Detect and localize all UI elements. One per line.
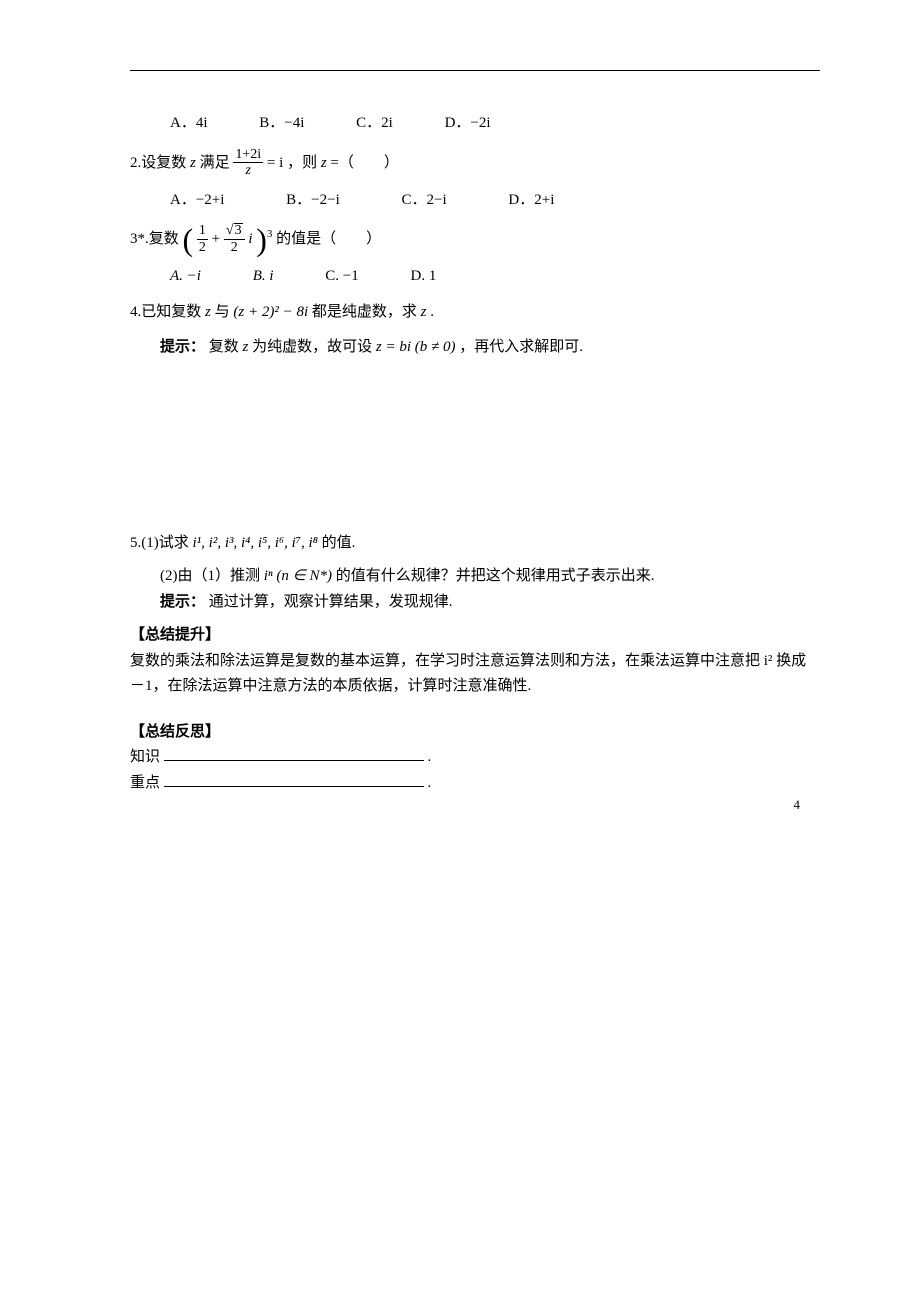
reflect-row1: 知识 . <box>130 745 820 771</box>
q3-f1-den: 2 <box>197 239 208 257</box>
q4-z1: z <box>205 304 211 320</box>
q3-choice-b: B. i <box>253 264 274 290</box>
top-divider <box>130 70 820 71</box>
q4-stem: 4.已知复数 z 与 (z + 2)² − 8i 都是纯虚数，求 z . <box>130 300 820 326</box>
q5-hint-label: 提示： <box>160 594 205 610</box>
q1-choice-d: D．−2i <box>445 111 491 137</box>
q5-prefix: 5.(1)试求 <box>130 535 189 551</box>
q2-var1: z <box>190 155 196 171</box>
q4-hint-t1: 复数 <box>209 339 239 355</box>
q2-choice-a: A．−2+i <box>170 188 224 214</box>
q2-eq: = i <box>267 155 283 171</box>
q3-suffix: 的值是（ ） <box>276 231 381 247</box>
q2-prefix: 2.设复数 <box>130 155 186 171</box>
q3-prefix: 3*.复数 <box>130 231 179 247</box>
q4-hint-t3: ，再代入求解即可. <box>459 339 583 355</box>
q3-f1-num: 1 <box>197 223 208 238</box>
q4-z2: z <box>421 304 427 320</box>
q2-suffix2: =（ ） <box>330 155 398 171</box>
q3-i: i <box>248 231 252 247</box>
q5-suffix1: 的值. <box>322 535 356 551</box>
q4-mid: 与 <box>215 304 230 320</box>
q2-mid: 满足 <box>200 155 230 171</box>
q4-hint-z: z <box>243 339 249 355</box>
q3-frac1: 1 2 <box>197 223 208 256</box>
q5-p2-suffix: 的值有什么规律？并把这个规律用式子表示出来. <box>336 568 655 584</box>
q5-powers: i¹, i², i³, i⁴, i⁵, i⁶, i⁷, i⁸ <box>193 535 318 551</box>
q2-choice-b: B．−2−i <box>286 188 340 214</box>
q2-choices: A．−2+i B．−2−i C．2−i D．2+i <box>130 188 820 214</box>
q3-f2-den: 2 <box>224 239 245 257</box>
reflect-title: 【总结反思】 <box>130 720 820 746</box>
q1-choices: A．4i B．−4i C．2i D．−2i <box>130 111 820 137</box>
q4-hint-label: 提示： <box>160 339 205 355</box>
q3-choices: A. −i B. i C. −1 D. 1 <box>130 264 820 290</box>
q4-hint: 提示： 复数 z 为纯虚数，故可设 z = bi (b ≠ 0) ，再代入求解即… <box>130 335 820 361</box>
q2-frac: 1+2i z <box>233 147 263 180</box>
q1-choice-a: A．4i <box>170 111 208 137</box>
q3-plus: + <box>212 231 224 247</box>
q3-rparen: ) <box>256 222 267 258</box>
q5-stem: 5.(1)试求 i¹, i², i³, i⁴, i⁵, i⁶, i⁷, i⁸ 的… <box>130 531 820 557</box>
q4-expr: (z + 2)² − 8i <box>233 304 308 320</box>
summary-body: 复数的乘法和除法运算是复数的基本运算，在学习时注意运算法则和方法，在乘法运算中注… <box>130 649 820 700</box>
reflect-row2: 重点 . <box>130 771 820 797</box>
q4-suffix: 都是纯虚数，求 <box>312 304 417 320</box>
reflect-period2: . <box>428 775 432 791</box>
reflect-row1-label: 知识 <box>130 749 160 765</box>
q3-choice-a: A. −i <box>170 264 201 290</box>
q5-part2: (2)由（1）推测 iⁿ (n ∈ N*) 的值有什么规律？并把这个规律用式子表… <box>130 564 820 590</box>
q4-hint-t2: 为纯虚数，故可设 <box>252 339 372 355</box>
q2-stem: 2.设复数 z 满足 1+2i z = i ，则 z =（ ） <box>130 147 820 180</box>
q5-expr2: iⁿ (n ∈ N*) <box>264 568 332 584</box>
q3-exp: 3 <box>267 228 273 240</box>
reflect-line1 <box>164 746 424 761</box>
q3-lparen: ( <box>183 222 194 258</box>
q1-choice-c: C．2i <box>356 111 393 137</box>
reflect-period1: . <box>428 749 432 765</box>
q4-hint-expr: z = bi (b ≠ 0) <box>376 339 456 355</box>
q2-suffix: ，则 <box>287 155 317 171</box>
q5-p2-prefix: (2)由（1）推测 <box>160 568 260 584</box>
q2-var2: z <box>321 155 327 171</box>
reflect-row2-label: 重点 <box>130 775 160 791</box>
q5-hint: 提示： 通过计算，观察计算结果，发现规律. <box>130 590 820 616</box>
q2-frac-num: 1+2i <box>233 147 263 162</box>
page-number: 4 <box>794 794 801 816</box>
q4-prefix: 4.已知复数 <box>130 304 201 320</box>
q1-choice-b: B．−4i <box>259 111 304 137</box>
q4-end: . <box>430 304 434 320</box>
q2-choice-c: C．2−i <box>402 188 447 214</box>
q2-choice-d: D．2+i <box>508 188 554 214</box>
q5-hint-text: 通过计算，观察计算结果，发现规律. <box>209 594 453 610</box>
q3-choice-c: C. −1 <box>325 264 358 290</box>
q3-f2-num: √3 <box>224 223 245 238</box>
reflect-line2 <box>164 772 424 787</box>
summary-title: 【总结提升】 <box>130 623 820 649</box>
q3-frac2: √3 2 <box>224 223 245 256</box>
q2-frac-den: z <box>233 162 263 180</box>
q3-choice-d: D. 1 <box>411 264 437 290</box>
q3-stem: 3*.复数 ( 1 2 + √3 2 i )3 的值是（ ） <box>130 223 820 256</box>
